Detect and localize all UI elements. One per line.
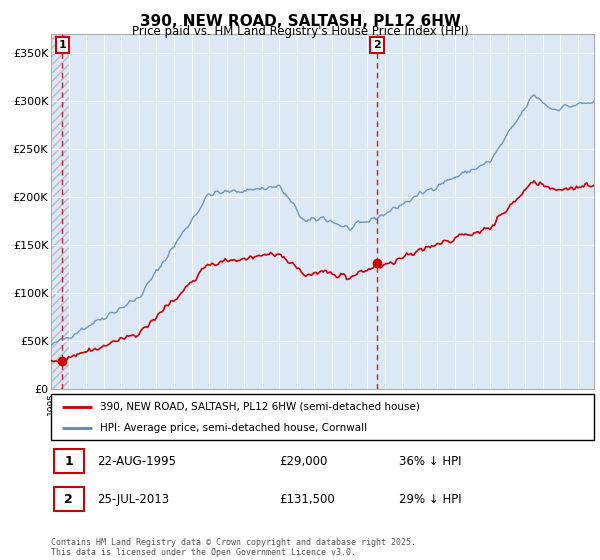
- Text: 1: 1: [64, 455, 73, 468]
- Text: £131,500: £131,500: [279, 493, 335, 506]
- Text: 29% ↓ HPI: 29% ↓ HPI: [398, 493, 461, 506]
- Text: Price paid vs. HM Land Registry's House Price Index (HPI): Price paid vs. HM Land Registry's House …: [131, 25, 469, 38]
- Bar: [54, 449, 83, 473]
- Bar: [51, 34, 68, 389]
- Text: 390, NEW ROAD, SALTASH, PL12 6HW (semi-detached house): 390, NEW ROAD, SALTASH, PL12 6HW (semi-d…: [100, 402, 420, 412]
- Bar: [54, 487, 83, 511]
- Text: 22-AUG-1995: 22-AUG-1995: [97, 455, 176, 468]
- Text: 2: 2: [373, 40, 381, 50]
- Text: 36% ↓ HPI: 36% ↓ HPI: [398, 455, 461, 468]
- Text: 390, NEW ROAD, SALTASH, PL12 6HW: 390, NEW ROAD, SALTASH, PL12 6HW: [140, 14, 460, 29]
- Text: 2: 2: [64, 493, 73, 506]
- Text: £29,000: £29,000: [279, 455, 328, 468]
- Text: 1: 1: [58, 40, 66, 50]
- Text: HPI: Average price, semi-detached house, Cornwall: HPI: Average price, semi-detached house,…: [100, 423, 367, 433]
- Text: Contains HM Land Registry data © Crown copyright and database right 2025.
This d: Contains HM Land Registry data © Crown c…: [51, 538, 416, 557]
- Text: 25-JUL-2013: 25-JUL-2013: [97, 493, 169, 506]
